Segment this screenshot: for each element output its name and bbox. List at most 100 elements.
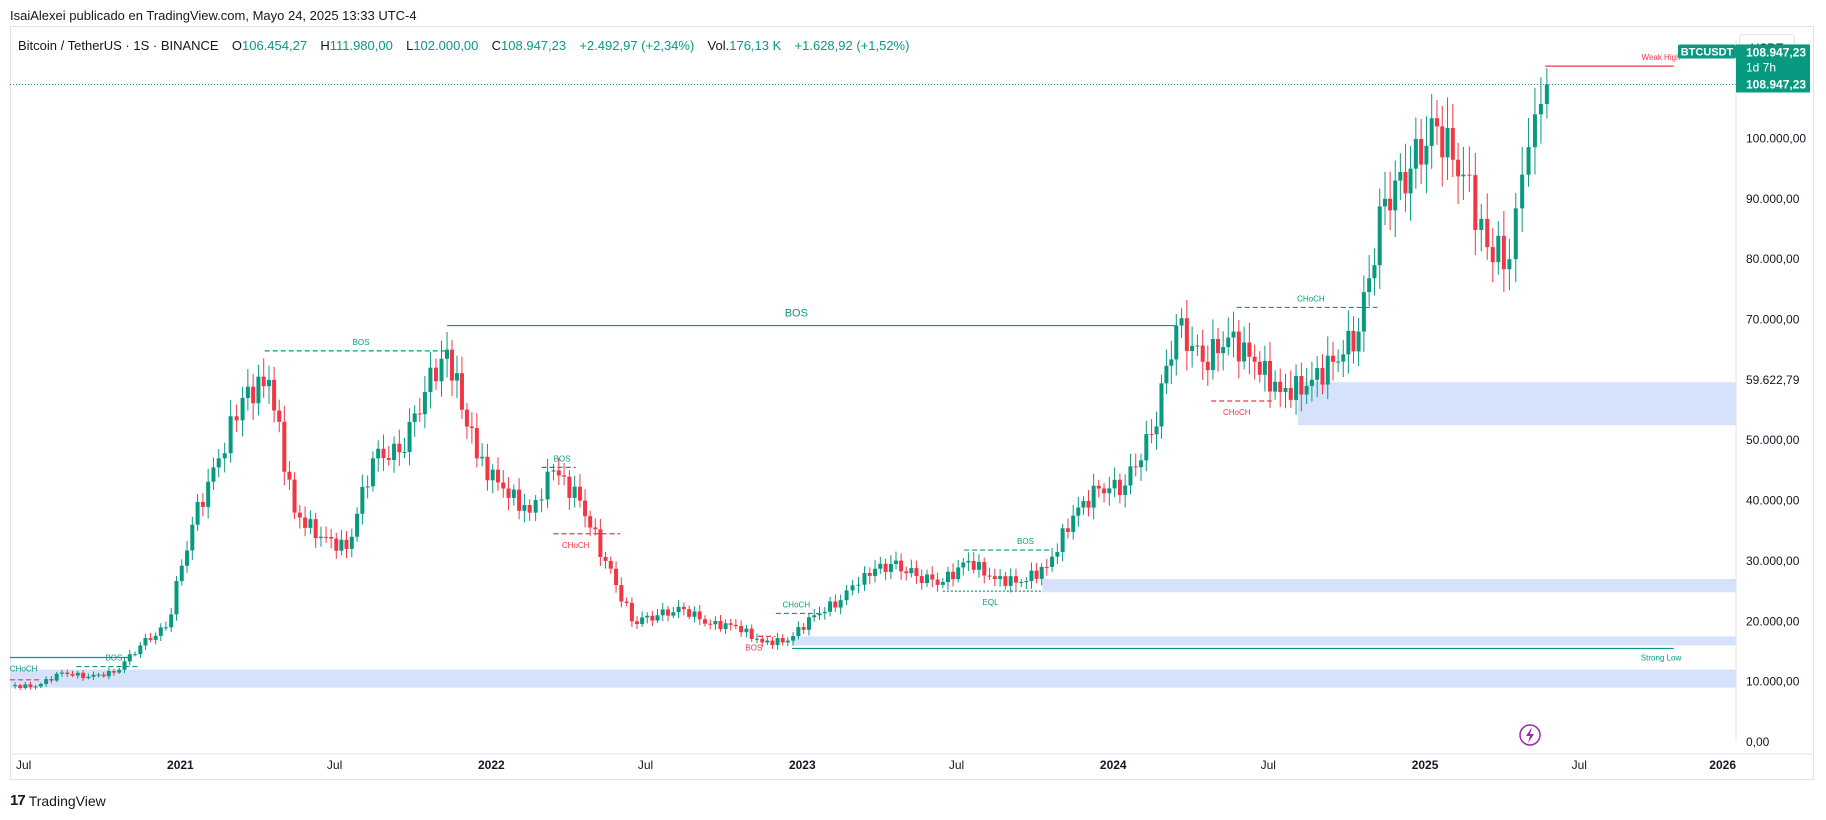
candle-body — [1133, 466, 1138, 468]
tradingview-logo-icon[interactable]: 17 — [10, 792, 26, 809]
candle-body — [1479, 218, 1484, 230]
candle-body — [1065, 528, 1070, 532]
structure-label: BOS — [554, 454, 571, 463]
symbol-name[interactable]: Bitcoin / TetherUS · 1S · BINANCE — [18, 38, 219, 53]
candle-body — [1144, 434, 1149, 461]
candle-body — [169, 614, 174, 628]
candle-body — [1273, 381, 1278, 392]
y-tick-label: 0,00 — [1746, 735, 1770, 749]
structure-label: BOS — [105, 654, 122, 663]
candle-body — [1257, 361, 1262, 375]
candle-body — [392, 443, 397, 460]
candle-body — [894, 560, 899, 564]
candle-body — [1336, 361, 1341, 363]
candle-body — [1445, 128, 1450, 158]
candle-body — [796, 627, 801, 637]
footer-brand[interactable]: TradingView — [28, 792, 106, 809]
candle-body — [1434, 118, 1439, 127]
candle-body — [91, 674, 96, 677]
candle-body — [692, 611, 697, 617]
candle-body — [70, 673, 75, 676]
candle-body — [1013, 576, 1018, 583]
candle-body — [718, 621, 723, 629]
candle-body — [1262, 360, 1267, 375]
candle-body — [1184, 318, 1189, 352]
candle-body — [603, 556, 608, 561]
candle-body — [992, 576, 997, 580]
candle-body — [1325, 355, 1330, 385]
candle-body — [256, 376, 261, 404]
candle-body — [770, 640, 775, 645]
candle-body — [240, 397, 245, 421]
candle-body — [1526, 147, 1531, 175]
candle-body — [1154, 426, 1159, 435]
candle-body — [153, 635, 158, 640]
candle-body — [635, 621, 640, 624]
y-tick-label: 50.000,00 — [1746, 433, 1800, 447]
candle-body — [38, 683, 43, 687]
candle-body — [81, 672, 86, 679]
candle-body — [760, 638, 765, 643]
candle-body — [608, 560, 613, 569]
candle-body — [961, 562, 966, 568]
candle-body — [349, 536, 354, 549]
candle-body — [49, 679, 54, 681]
price-badge-countdown: 1d 7h — [1746, 60, 1776, 74]
lightning-icon[interactable] — [1519, 724, 1541, 746]
candle-body — [930, 574, 935, 580]
candle-body — [1267, 360, 1272, 392]
candle-body — [1383, 198, 1388, 207]
candle-body — [749, 628, 754, 639]
open-label: O — [231, 38, 242, 53]
candle-body — [817, 613, 822, 616]
candle-body — [833, 601, 838, 608]
candle-body — [645, 615, 650, 618]
candle-body — [23, 684, 28, 688]
candle-body — [951, 571, 956, 580]
volume-label: Vol. — [707, 38, 730, 53]
candle-body — [33, 686, 38, 688]
candle-body — [775, 638, 780, 645]
candle-body — [1351, 330, 1356, 352]
candle-body — [370, 458, 375, 487]
candle-body — [174, 581, 179, 615]
candle-body — [982, 561, 987, 576]
candle-body — [828, 601, 833, 612]
candle-body — [1346, 330, 1351, 355]
candle-body — [474, 428, 479, 459]
candle-body — [1320, 368, 1325, 385]
candle-body — [251, 386, 256, 404]
y-tick-label: 70.000,00 — [1746, 313, 1800, 327]
candle-body — [838, 600, 843, 608]
volume-change: +1.628,92 (+1,52%) — [794, 38, 910, 53]
candle-body — [117, 669, 122, 673]
candle-body — [780, 638, 785, 643]
candle-body — [1060, 528, 1065, 552]
y-tick-label: 90.000,00 — [1746, 192, 1800, 206]
candle-body — [1403, 172, 1408, 194]
y-tick-label: 40.000,00 — [1746, 494, 1800, 508]
low-label: L — [406, 38, 414, 53]
candle-body — [318, 536, 323, 539]
footer: 17 TradingView — [10, 792, 106, 809]
candle-body — [200, 501, 205, 507]
candle-body — [987, 575, 992, 577]
candle-body — [417, 413, 422, 415]
candle-body — [629, 602, 634, 622]
candle-body — [412, 413, 417, 422]
candle-body — [376, 448, 381, 459]
candle-body — [1117, 479, 1122, 496]
candle-body — [485, 456, 490, 481]
candle-body — [1174, 325, 1179, 360]
candle-body — [867, 573, 872, 576]
candle-body — [998, 576, 1003, 580]
candle-body — [1361, 292, 1366, 332]
structure-label: BOS — [745, 643, 762, 652]
candle-body — [266, 379, 271, 387]
candle-body — [593, 527, 598, 530]
candle-body — [545, 471, 550, 500]
x-tick-label: Jul — [949, 758, 964, 772]
candle-body — [13, 685, 18, 687]
candle-body — [1210, 339, 1215, 371]
